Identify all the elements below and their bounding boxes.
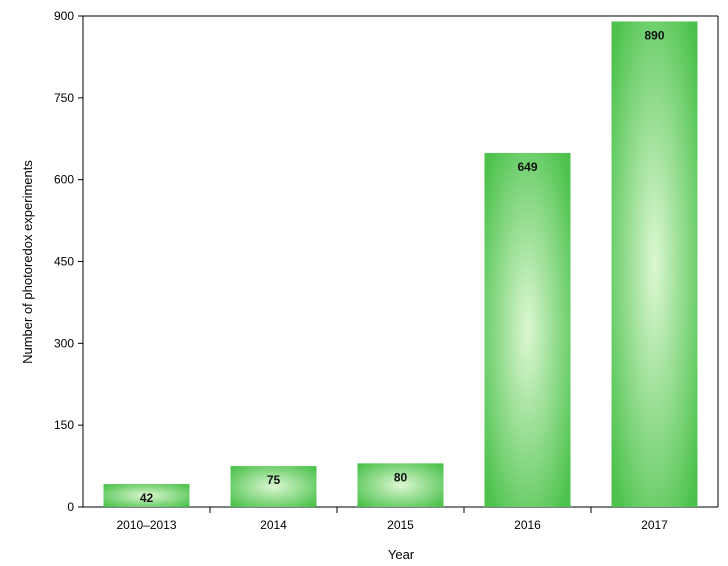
y-tick-label: 900 (54, 9, 74, 23)
y-axis-title: Number of photoredox experiments (20, 160, 35, 364)
bar-value-label: 649 (517, 160, 537, 174)
x-tick-label: 2017 (641, 518, 668, 532)
x-tick-label: 2010–2013 (116, 518, 176, 532)
bar-2016 (484, 152, 571, 507)
y-tick-label: 450 (54, 255, 74, 269)
bar-2015 (357, 463, 444, 507)
x-tick-label: 2014 (260, 518, 287, 532)
bar-value-label: 42 (140, 491, 154, 505)
y-tick-label: 0 (67, 500, 74, 514)
bar-value-label: 75 (267, 473, 281, 487)
y-axis-ticks: 0 150 300 450 600 750 900 (54, 9, 83, 514)
bar-value-label: 80 (394, 470, 408, 484)
x-axis-title: Year (388, 547, 415, 562)
bar-2014 (230, 466, 317, 507)
y-tick-label: 750 (54, 91, 74, 105)
x-axis-ticks: 2010–2013 2014 2015 2016 2017 (116, 507, 668, 532)
bars-group: 42 75 80 649 890 (103, 21, 698, 507)
y-tick-label: 150 (54, 418, 74, 432)
y-tick-label: 300 (54, 336, 74, 350)
bar-value-label: 890 (644, 28, 664, 42)
bar-2017 (611, 21, 698, 507)
bar-2010–2013 (103, 484, 190, 507)
x-tick-label: 2016 (514, 518, 541, 532)
y-tick-label: 600 (54, 173, 74, 187)
x-tick-label: 2015 (387, 518, 414, 532)
